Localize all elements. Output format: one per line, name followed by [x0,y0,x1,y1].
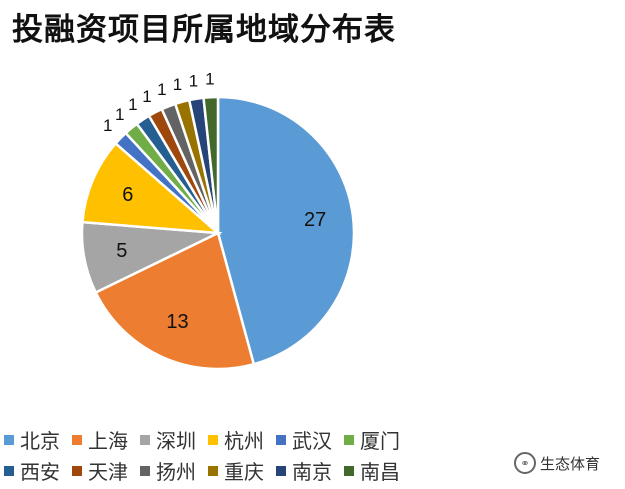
slice-value-label-1: 13 [166,311,188,333]
legend-label: 深圳 [156,429,196,453]
legend-item-7: 天津 [72,456,128,485]
legend-swatch [140,465,150,476]
legend-item-8: 扬州 [140,456,196,485]
slice-value-label-8: 1 [157,80,166,99]
slice-value-label-10: 1 [189,72,198,91]
legend-label: 扬州 [156,460,196,484]
legend-label: 重庆 [224,460,264,484]
legend-label: 南昌 [360,460,400,484]
legend-swatch [208,434,218,445]
legend-item-0: 北京 [4,425,60,454]
legend-label: 杭州 [224,429,264,453]
slice-value-label-9: 1 [173,75,182,94]
legend-swatch [4,465,14,476]
slice-value-label-6: 1 [128,95,137,114]
slice-value-label-0: 27 [304,209,326,231]
slice-value-label-3: 6 [122,184,133,206]
chart-legend: 北京 上海 深圳 杭州 武汉 厦门 西安 天津 扬州 重庆 南京 南昌 [4,424,474,486]
legend-label: 北京 [20,429,60,453]
legend-item-4: 武汉 [276,425,332,454]
legend-label: 天津 [88,460,128,484]
legend-label: 上海 [88,429,128,453]
legend-label: 厦门 [360,429,400,453]
pie-slice-1 [94,231,256,371]
legend-swatch [140,434,150,445]
legend-row: 北京 上海 深圳 杭州 武汉 厦门 [4,424,474,455]
legend-item-3: 杭州 [208,425,264,454]
watermark-text: 生态体育 [540,454,601,473]
wechat-icon: ⚭ [514,452,536,474]
legend-label: 西安 [20,460,60,484]
pie-slice-11 [202,95,220,234]
legend-row: 西安 天津 扬州 重庆 南京 南昌 [4,455,474,486]
legend-item-9: 重庆 [208,456,264,485]
chart-title: 投融资项目所属地域分布表 [12,12,396,48]
pie-slice-0 [216,95,356,366]
legend-swatch [276,434,286,445]
legend-swatch [72,465,82,476]
pie-slice-3 [81,141,222,235]
legend-label: 武汉 [292,429,332,453]
legend-swatch [344,434,354,445]
slice-value-label-4: 1 [103,116,112,135]
legend-swatch [72,434,82,445]
legend-swatch [276,465,286,476]
slice-value-label-11: 1 [205,70,214,89]
legend-item-11: 南昌 [344,456,400,485]
slice-value-label-7: 1 [142,87,151,106]
slice-value-label-2: 5 [116,240,127,262]
legend-item-10: 南京 [276,456,332,485]
legend-swatch [344,465,354,476]
legend-swatch [208,465,218,476]
legend-swatch [4,434,14,445]
legend-item-2: 深圳 [140,425,196,454]
legend-item-5: 厦门 [344,425,400,454]
watermark: ⚭ 生态体育 [514,452,600,474]
legend-item-6: 西安 [4,456,60,485]
slice-value-label-5: 1 [115,105,124,124]
legend-label: 南京 [292,460,332,484]
legend-item-1: 上海 [72,425,128,454]
